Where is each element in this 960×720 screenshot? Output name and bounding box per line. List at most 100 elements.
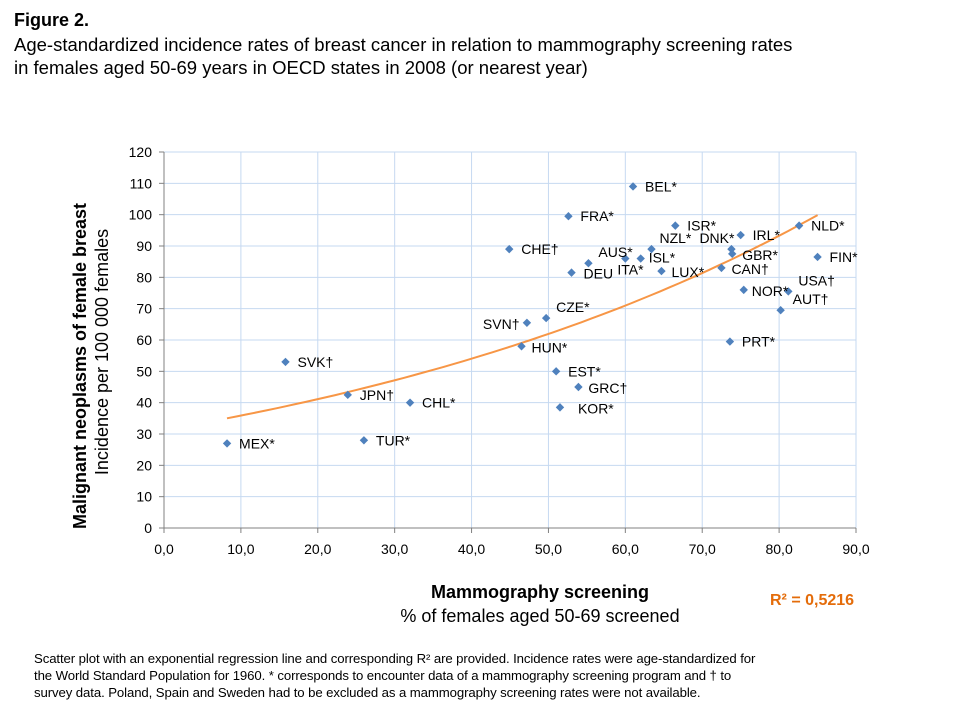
y-tick-label: 90 bbox=[136, 238, 152, 254]
point-label: ISR* bbox=[687, 218, 716, 234]
r-squared-label: R² = 0,5216 bbox=[770, 592, 855, 609]
data-point bbox=[564, 212, 573, 221]
data-point bbox=[517, 342, 526, 351]
x-tick-label: 30,0 bbox=[381, 541, 408, 557]
y-tick-label: 20 bbox=[136, 457, 152, 473]
point-label: PRT* bbox=[742, 334, 776, 350]
point-label: EST* bbox=[568, 363, 601, 379]
x-tick-labels: 0,0 10,0 20,0 30,0 40,0 50,0 60,0 70,0 80,0 90,0 bbox=[154, 541, 870, 557]
data-point bbox=[628, 182, 638, 191]
trend-line bbox=[226, 214, 819, 420]
y-tick-label: 80 bbox=[136, 269, 152, 285]
figure-label: Figure 2. bbox=[14, 10, 90, 30]
caption-line-2: the World Standard Population for 1960. … bbox=[34, 668, 732, 683]
axes bbox=[159, 151, 857, 533]
y-tick-label: 70 bbox=[136, 301, 152, 317]
point-label: CHE† bbox=[521, 241, 558, 257]
figure-title-line-1: Age-standardized incidence rates of brea… bbox=[14, 34, 793, 55]
data-point bbox=[555, 403, 565, 412]
point-label: CHL* bbox=[422, 395, 456, 411]
x-tick-label: 10,0 bbox=[227, 541, 254, 557]
point-label: NZL* bbox=[659, 230, 691, 246]
point-label: ITA* bbox=[617, 262, 644, 278]
data-point bbox=[717, 263, 726, 273]
data-point bbox=[567, 268, 576, 277]
data-point bbox=[551, 367, 561, 376]
x-tick-label: 0,0 bbox=[154, 541, 174, 557]
figure-caption: Scatter plot with an exponential regress… bbox=[34, 650, 934, 701]
data-point bbox=[647, 244, 656, 254]
point-label: GBR* bbox=[742, 247, 778, 263]
data-point bbox=[621, 254, 630, 263]
data-point bbox=[222, 439, 232, 448]
x-axis-title: Mammography screening bbox=[430, 582, 650, 602]
y-tick-label: 30 bbox=[136, 426, 152, 442]
point-label: SVK† bbox=[297, 354, 333, 370]
figure-title: Age-standardized incidence rates of brea… bbox=[14, 33, 944, 79]
data-point bbox=[584, 259, 593, 268]
point-labels: MEX* SVK† JPN† TUR* CHL* CHE† HUN* SVN† CZE* EST*… bbox=[239, 178, 858, 451]
y-tick-label: 10 bbox=[136, 489, 152, 505]
point-label: HUN* bbox=[532, 339, 568, 355]
point-label: IRL* bbox=[753, 227, 781, 243]
data-point bbox=[671, 221, 680, 230]
data-point bbox=[541, 313, 551, 323]
y-axis-subtitle: Incidence per 100 000 females bbox=[92, 229, 112, 475]
point-label: NOR* bbox=[752, 283, 789, 299]
point-label: ISL* bbox=[649, 250, 676, 266]
point-label: CAN† bbox=[731, 261, 768, 277]
y-tick-label: 0 bbox=[144, 520, 152, 536]
data-point bbox=[405, 398, 415, 407]
point-label: KOR* bbox=[578, 400, 614, 416]
data-point bbox=[784, 287, 793, 296]
caption-line-3: survey data. Poland, Spain and Sweden ha… bbox=[34, 685, 701, 700]
y-tick-labels: 0 10 20 30 40 50 60 70 80 90 100 110 120 bbox=[129, 144, 153, 536]
point-label: USA† bbox=[798, 272, 835, 288]
point-label: SVN† bbox=[483, 316, 520, 332]
x-tick-label: 50,0 bbox=[535, 541, 562, 557]
data-point bbox=[522, 318, 532, 327]
point-label: GRC† bbox=[588, 380, 627, 396]
y-tick-label: 120 bbox=[129, 144, 153, 160]
x-axis-subtitle: % of females aged 50-69 screened bbox=[400, 606, 680, 626]
x-tick-label: 90,0 bbox=[842, 541, 869, 557]
y-tick-label: 40 bbox=[136, 395, 152, 411]
y-tick-label: 100 bbox=[129, 207, 153, 223]
x-tick-label: 20,0 bbox=[304, 541, 331, 557]
point-label: LUX* bbox=[671, 264, 704, 280]
point-label: AUS* bbox=[598, 244, 633, 260]
data-point bbox=[657, 266, 666, 276]
point-label: NLD* bbox=[811, 218, 845, 234]
point-label: BEL* bbox=[645, 178, 677, 194]
point-label: MEX* bbox=[239, 435, 275, 451]
x-tick-label: 60,0 bbox=[612, 541, 639, 557]
data-points bbox=[222, 182, 822, 448]
exponential-trendline bbox=[226, 214, 819, 420]
data-point bbox=[727, 244, 736, 254]
x-tick-label: 70,0 bbox=[689, 541, 716, 557]
data-point bbox=[281, 357, 290, 367]
y-axis-title: Malignant neoplasms of female breast bbox=[70, 203, 90, 529]
data-point bbox=[574, 382, 583, 392]
data-point bbox=[794, 221, 804, 230]
point-label: CZE* bbox=[556, 299, 590, 315]
point-label: FIN* bbox=[830, 249, 859, 265]
data-point bbox=[359, 436, 369, 445]
caption-line-1: Scatter plot with an exponential regress… bbox=[34, 651, 756, 666]
data-point bbox=[736, 230, 745, 240]
data-point bbox=[728, 249, 737, 259]
data-point bbox=[739, 285, 748, 295]
data-point bbox=[505, 244, 514, 254]
data-point bbox=[776, 306, 785, 315]
data-point bbox=[636, 254, 645, 263]
y-tick-label: 110 bbox=[130, 175, 153, 191]
data-point bbox=[813, 252, 822, 262]
x-tick-label: 80,0 bbox=[765, 541, 792, 557]
point-label: JPN† bbox=[360, 387, 394, 403]
point-label: DNK* bbox=[699, 230, 735, 246]
x-tick-label: 40,0 bbox=[458, 541, 485, 557]
figure-title-line-2: in females aged 50-69 years in OECD stat… bbox=[14, 57, 588, 78]
point-label: AUT† bbox=[793, 291, 829, 307]
y-tick-label: 60 bbox=[136, 332, 152, 348]
